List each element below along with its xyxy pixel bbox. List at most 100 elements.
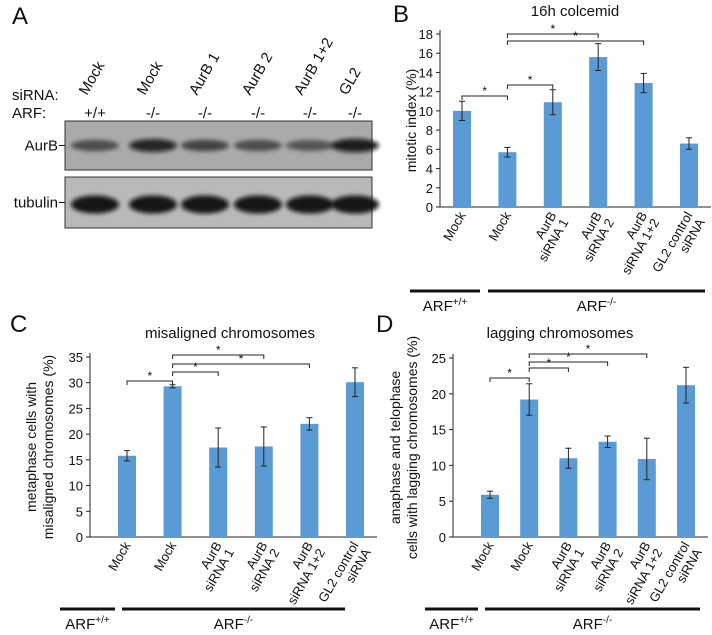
error-bar bbox=[215, 427, 222, 468]
x-tick-label: Mock bbox=[105, 539, 134, 574]
group-sup: +/+ bbox=[95, 615, 110, 626]
significance-bracket bbox=[172, 354, 265, 359]
x-tick-label: Mock bbox=[151, 539, 180, 574]
arf-genotype: -/- bbox=[251, 105, 265, 122]
x-tick-label: AurBsiRNA 1 bbox=[539, 539, 588, 594]
significance-bracket bbox=[528, 353, 648, 358]
significance-star: * bbox=[566, 350, 571, 364]
group-sup: +/+ bbox=[459, 615, 474, 626]
y-tick-label: 4 bbox=[426, 162, 433, 177]
significance-star: * bbox=[573, 29, 578, 43]
x-tick-label: GL2 controlsiRNA bbox=[649, 209, 708, 282]
group-label: ARF+/+ bbox=[65, 615, 110, 633]
y-axis-label: mitotic index (%) bbox=[403, 69, 419, 172]
y-tick-label: 12 bbox=[419, 85, 433, 100]
x-tick-label: GL2 controlsiRNA bbox=[315, 539, 374, 612]
bar bbox=[118, 455, 136, 537]
group-name: ARF bbox=[423, 298, 453, 315]
x-tick-label: Mock bbox=[440, 209, 469, 244]
group-label: ARF+/+ bbox=[429, 615, 474, 633]
x-tick-label: Mock bbox=[468, 539, 497, 574]
error-bar bbox=[604, 435, 611, 448]
group-sup: -/- bbox=[607, 297, 616, 308]
band bbox=[234, 195, 282, 214]
arf-genotype: -/- bbox=[146, 105, 160, 122]
y-tick-label: 6 bbox=[426, 142, 433, 157]
bar bbox=[559, 458, 578, 537]
band bbox=[71, 195, 119, 214]
y-tick-label: 5 bbox=[76, 504, 83, 519]
band bbox=[129, 195, 177, 214]
significance-star: * bbox=[239, 352, 244, 366]
significance-star: * bbox=[586, 342, 591, 356]
y-tick-label: 0 bbox=[439, 530, 446, 545]
bar bbox=[346, 382, 364, 537]
y-tick-label: 20 bbox=[432, 387, 446, 402]
group-name: ARF bbox=[65, 616, 95, 633]
bar bbox=[481, 494, 499, 537]
bar bbox=[163, 386, 182, 537]
x-tick-label: Mock bbox=[507, 539, 536, 574]
error-bar bbox=[643, 437, 650, 481]
significance-star: * bbox=[546, 356, 551, 370]
y-tick-label: 5 bbox=[439, 494, 446, 509]
arf-genotype: -/- bbox=[198, 105, 212, 122]
y-axis-label: metaphase cells with bbox=[23, 382, 39, 512]
significance-bracket bbox=[506, 33, 599, 38]
bar bbox=[498, 152, 517, 207]
y-tick-label: 8 bbox=[426, 123, 433, 138]
x-tick-line: Mock bbox=[468, 539, 497, 574]
lane-label: Mock bbox=[134, 58, 167, 98]
group-sup: +/+ bbox=[453, 297, 468, 308]
y-tick-label: 15 bbox=[69, 453, 83, 468]
error-bar bbox=[686, 137, 692, 150]
error-bar bbox=[124, 450, 130, 462]
error-bar bbox=[595, 43, 602, 72]
error-bar bbox=[565, 447, 572, 469]
row-label: ARF: bbox=[12, 105, 46, 122]
error-bar bbox=[549, 89, 556, 116]
lane-label: GL2 bbox=[336, 65, 365, 98]
band bbox=[331, 138, 379, 153]
bar bbox=[209, 447, 228, 537]
error-bar bbox=[487, 490, 493, 499]
band bbox=[234, 139, 282, 152]
band bbox=[129, 138, 177, 153]
x-tick-label: AurBsiRNA 2 bbox=[578, 539, 627, 594]
bar bbox=[598, 441, 617, 537]
error-bar bbox=[260, 426, 267, 467]
y-tick-label: 14 bbox=[419, 65, 433, 80]
group-label: ARF+/+ bbox=[423, 297, 468, 315]
group-label: ARF-/- bbox=[577, 297, 616, 315]
bar bbox=[637, 458, 656, 537]
group-name: ARF bbox=[214, 616, 244, 633]
significance-star: * bbox=[482, 84, 487, 98]
significance-bracket bbox=[506, 84, 554, 89]
significance-bracket bbox=[489, 377, 530, 382]
y-tick-label: 0 bbox=[426, 200, 433, 215]
row-label: siRNA: bbox=[12, 87, 59, 104]
bar bbox=[453, 110, 471, 207]
significance-bracket bbox=[528, 367, 569, 372]
y-tick-label: 20 bbox=[69, 427, 83, 442]
lane-label: AurB 2 bbox=[239, 50, 277, 98]
significance-bracket bbox=[506, 40, 645, 45]
significance-star: * bbox=[528, 73, 533, 87]
group-name: ARF bbox=[573, 616, 603, 633]
group-sup: -/- bbox=[244, 615, 253, 626]
bar bbox=[254, 446, 273, 537]
y-tick-label: 30 bbox=[69, 376, 83, 391]
y-tick-label: 35 bbox=[69, 350, 83, 365]
bar bbox=[680, 143, 698, 207]
group-label: ARF-/- bbox=[214, 615, 253, 633]
significance-bracket bbox=[172, 371, 219, 376]
error-bar bbox=[526, 383, 533, 416]
arf-genotype: -/- bbox=[348, 105, 362, 122]
arf-genotype: +/+ bbox=[84, 105, 106, 122]
bar bbox=[677, 385, 695, 537]
y-tick-label: 18 bbox=[419, 27, 433, 42]
significance-star: * bbox=[507, 366, 512, 380]
y-tick-label: 2 bbox=[426, 181, 433, 196]
group-sup: -/- bbox=[603, 615, 612, 626]
lane-label: AurB 1 bbox=[186, 50, 224, 98]
